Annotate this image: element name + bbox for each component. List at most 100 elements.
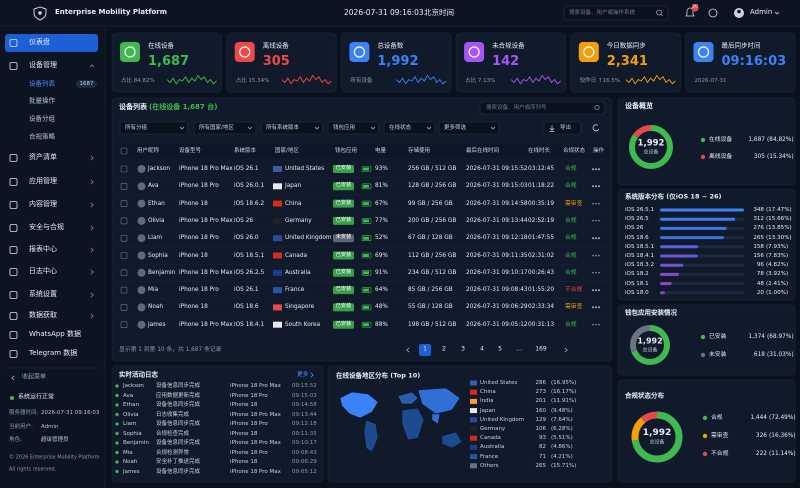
kpi-icon-bg [578,42,599,62]
dot [592,323,594,326]
country-flag [273,321,282,328]
filter-select[interactable] [438,121,500,135]
activity-device: iPhone 18 [230,458,258,465]
nav-item[interactable]: 资产清单 [29,153,57,162]
battery-fill [363,184,369,188]
kpi-icon [353,46,365,58]
os-version: iOS 26 [234,217,254,224]
nav-subitem[interactable]: 合规策略 [29,132,55,141]
page-number[interactable]: 2 [442,345,446,353]
more-link[interactable]: 更多 [297,371,309,378]
filter-select[interactable] [119,121,189,135]
refresh-icon[interactable] [592,124,600,132]
checkbox[interactable] [120,217,128,225]
row-actions[interactable] [592,323,600,326]
nav-item[interactable]: WhatsApp 数据 [29,330,81,339]
filter-select[interactable] [383,121,436,135]
checkbox[interactable] [120,200,128,207]
nav-subitem[interactable]: 设备分组 [29,114,55,123]
checkbox[interactable] [120,286,128,294]
collapse-menu[interactable]: 收起菜单 [22,373,47,381]
page-number[interactable]: 169 [535,345,547,353]
search-placeholder[interactable]: 搜索设备、用户或操作系统 [569,9,636,16]
activity-action: 设备信息同步完成 [156,420,201,427]
filter-label[interactable]: 所有分组 [125,124,148,131]
os-version: iOS 18.6 [234,304,259,311]
filter-label[interactable]: 在线状态 [389,124,412,131]
row-actions[interactable] [592,185,600,188]
page-number[interactable]: 1 [423,345,427,353]
nav-item[interactable]: 报表中心 [29,245,57,254]
row-actions[interactable] [592,254,600,257]
page-number[interactable]: 5 [498,345,502,353]
filter-label[interactable]: 所有系统版本 [266,124,300,131]
bell-icon[interactable] [685,7,695,17]
row-actions[interactable] [592,168,600,170]
page-number[interactable]: ... [516,345,522,353]
nav-item[interactable]: 日志中心 [29,267,57,276]
version-bar [660,226,727,230]
filter-label[interactable]: 更多筛选 [444,124,467,131]
checkbox[interactable] [120,147,128,155]
panel-title: 钱包应用安装情况 [625,308,677,317]
country-flag [273,304,282,311]
table-search[interactable] [479,101,606,115]
filter-select[interactable] [193,121,257,135]
export-button[interactable] [543,121,582,135]
row-actions[interactable] [592,220,600,222]
activity-dot [115,384,119,388]
nav-item[interactable]: 设备管理 [29,61,57,70]
checkbox[interactable] [120,252,128,259]
country-flag [273,200,282,207]
filter-select[interactable] [327,121,380,135]
row-actions[interactable] [592,306,600,309]
row-actions[interactable] [592,202,600,205]
checkbox[interactable] [120,269,128,277]
country-flag [273,252,282,259]
row-actions[interactable] [592,289,600,291]
version-label: iOS 26 [625,225,644,232]
help-icon[interactable] [708,8,718,18]
row-actions[interactable] [592,237,600,239]
nav-item[interactable]: 应用管理 [29,177,57,186]
nav-subitem[interactable]: 批量操作 [29,96,55,105]
checkbox[interactable] [120,165,128,173]
checkbox[interactable] [120,183,128,190]
checkbox[interactable] [120,304,128,311]
activity-user: James [123,468,140,475]
page-number[interactable]: 4 [480,345,484,353]
filter-select[interactable] [260,121,324,135]
dot [592,202,594,205]
region-count: 93 [539,435,546,442]
filter-label[interactable]: 所有国家/地区 [199,124,234,131]
nav-item[interactable]: Telegram 数据 [29,349,78,358]
battery-icon [361,252,372,259]
nav-subitem[interactable]: 设备列表 [29,79,55,88]
nav-item[interactable]: 安全与合规 [29,223,64,232]
nav-item[interactable]: 仪表盘 [29,38,50,47]
legend-label: 未安装 [709,351,727,358]
wallet-status: 已安装 [335,303,352,310]
os-version: iOS 26.2.5 [234,269,265,276]
filter-label[interactable]: 钱包应用 [333,124,356,131]
row-actions[interactable] [592,272,600,274]
user-name[interactable]: Admin [750,8,773,17]
table-search-placeholder[interactable]: 搜索设备、用户或序列号 [486,104,547,111]
activity-time: 09:12:18 [292,420,317,427]
donut-total: 1,992 [637,336,663,346]
nav-item[interactable]: 系统设置 [29,290,57,299]
checkbox[interactable] [120,234,128,242]
nav-item[interactable]: 数据获取 [29,311,57,320]
wallet-status: 已安装 [335,165,352,172]
search-box[interactable] [563,5,669,21]
nav-item[interactable]: 内容管理 [29,200,57,209]
region-flag [470,444,477,450]
compliance-status: 合规 [565,217,577,224]
version-pct: (1.00%) [766,289,789,296]
battery-fill [363,323,369,327]
export-label[interactable]: 导出 [560,124,572,131]
checkbox[interactable] [120,321,128,329]
nav-icon [9,291,18,299]
page-number[interactable]: 3 [461,345,465,353]
nav-active-bg [5,34,98,52]
